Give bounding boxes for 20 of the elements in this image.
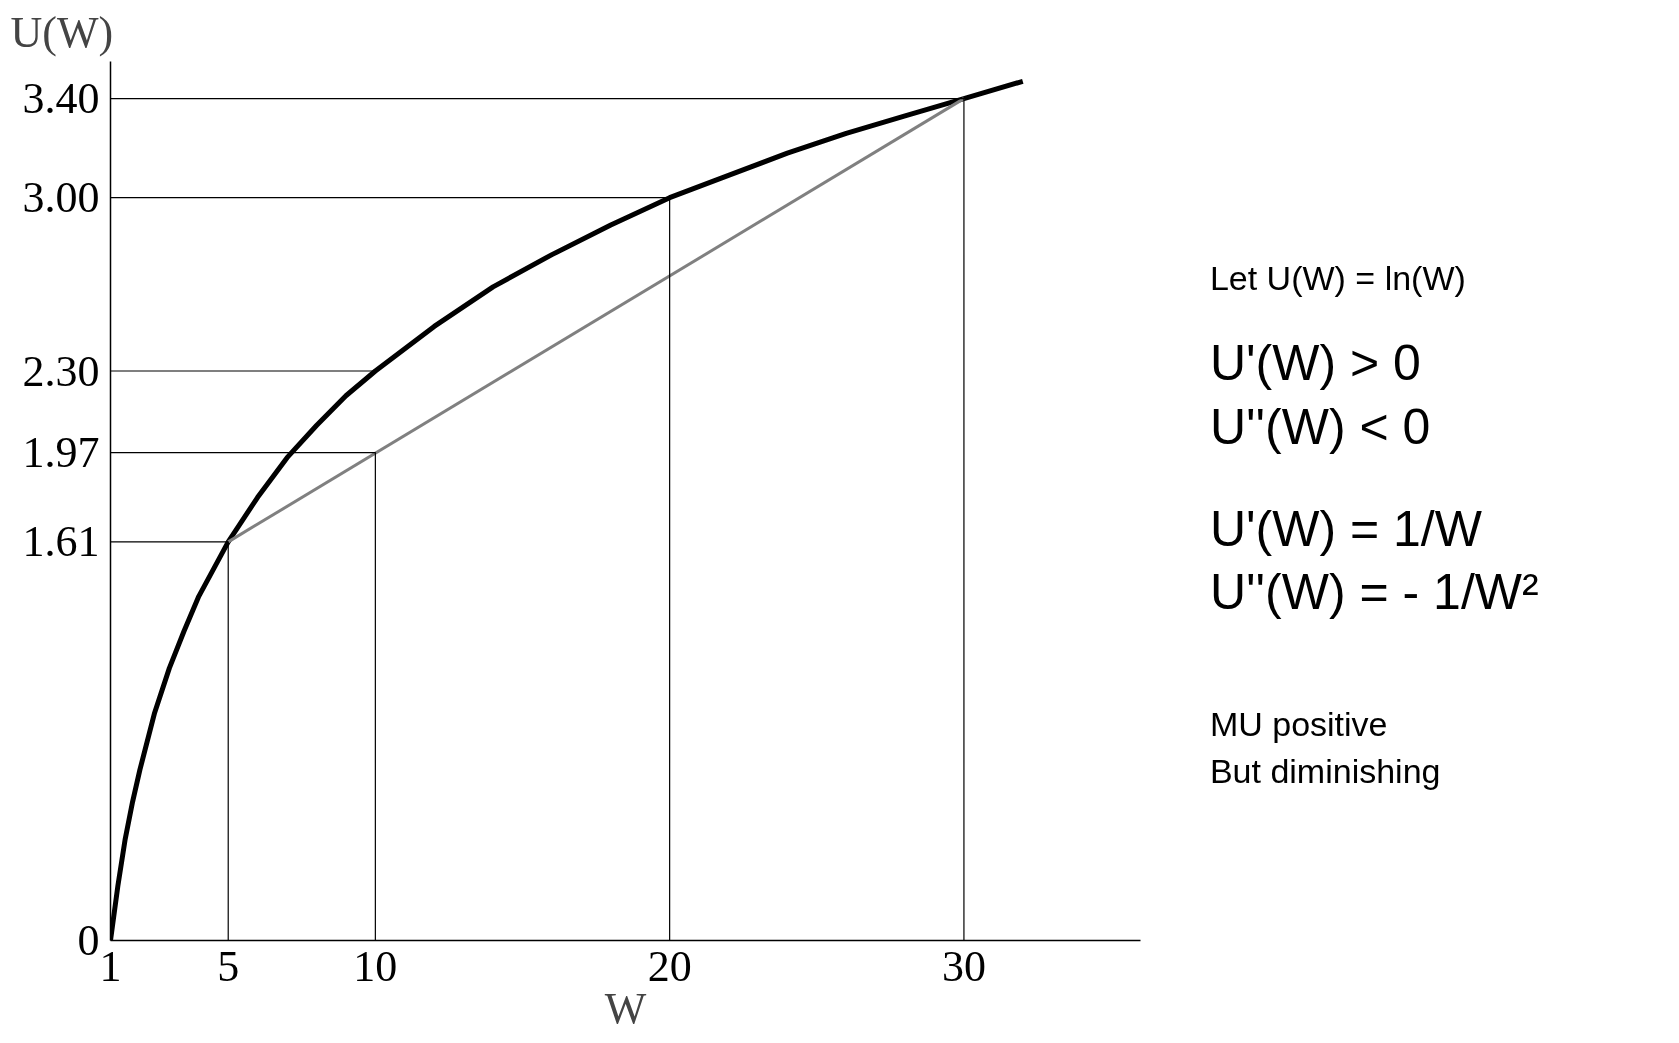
x-axis-title: W xyxy=(604,983,647,1033)
y-tick-label: 2.30 xyxy=(22,346,100,396)
x-tick-label: 1 xyxy=(99,941,122,991)
x-tick-label: 30 xyxy=(941,941,986,991)
text: MU positive xyxy=(1209,704,1388,743)
text: Let U(W) = ln(W) xyxy=(1209,259,1466,298)
y-tick-label: 1.61 xyxy=(22,517,100,567)
x-tick-label: 10 xyxy=(353,941,398,991)
text: U''(W) = - 1/W² xyxy=(1209,564,1539,621)
x-tick-label: 5 xyxy=(217,941,240,991)
text: U''(W) < 0 xyxy=(1209,398,1431,455)
text: U'(W) = 1/W xyxy=(1209,500,1483,557)
y-tick-label: 3.40 xyxy=(22,74,100,124)
text: But diminishing xyxy=(1209,751,1441,790)
y-tick-label: 0 xyxy=(77,916,100,965)
x-tick-label: 20 xyxy=(647,941,692,991)
text: U'(W) > 0 xyxy=(1209,334,1421,391)
y-axis-title: U(W) xyxy=(10,7,114,57)
y-tick-label: 1.97 xyxy=(22,428,100,478)
y-tick-label: 3.00 xyxy=(22,173,100,223)
